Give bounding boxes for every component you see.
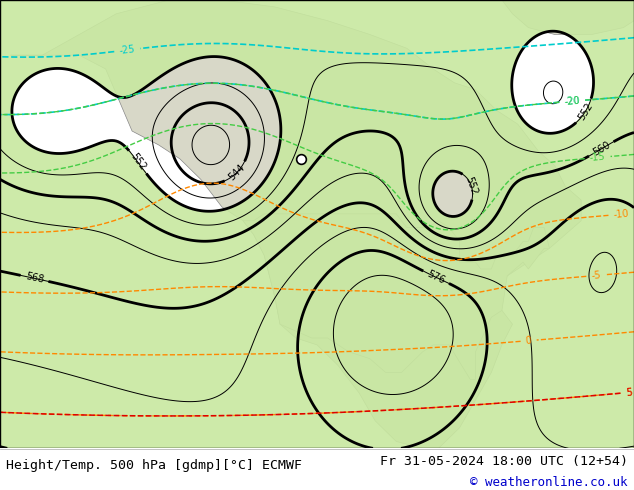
Text: -15: -15 <box>590 152 606 163</box>
Text: 560: 560 <box>591 140 612 158</box>
Text: 552: 552 <box>128 151 147 172</box>
Text: 568: 568 <box>25 271 44 285</box>
Text: 5: 5 <box>625 387 632 398</box>
Text: -5: -5 <box>591 270 602 281</box>
Text: 576: 576 <box>425 269 446 286</box>
Text: 5: 5 <box>625 387 632 398</box>
Polygon shape <box>243 214 550 379</box>
Text: -20: -20 <box>564 96 581 107</box>
Text: 552: 552 <box>463 175 479 196</box>
Text: -10: -10 <box>613 209 630 220</box>
Text: 552: 552 <box>576 101 595 122</box>
Text: Fr 31-05-2024 18:00 UTC (12+54): Fr 31-05-2024 18:00 UTC (12+54) <box>380 455 628 468</box>
Text: 0: 0 <box>525 336 532 346</box>
Text: -20: -20 <box>564 96 581 107</box>
Text: © weatheronline.co.uk: © weatheronline.co.uk <box>470 476 628 489</box>
Text: Height/Temp. 500 hPa [gdmp][°C] ECMWF: Height/Temp. 500 hPa [gdmp][°C] ECMWF <box>6 459 302 472</box>
Text: 544: 544 <box>226 163 247 183</box>
Polygon shape <box>502 0 634 34</box>
Polygon shape <box>11 0 581 448</box>
Text: -25: -25 <box>119 44 136 56</box>
